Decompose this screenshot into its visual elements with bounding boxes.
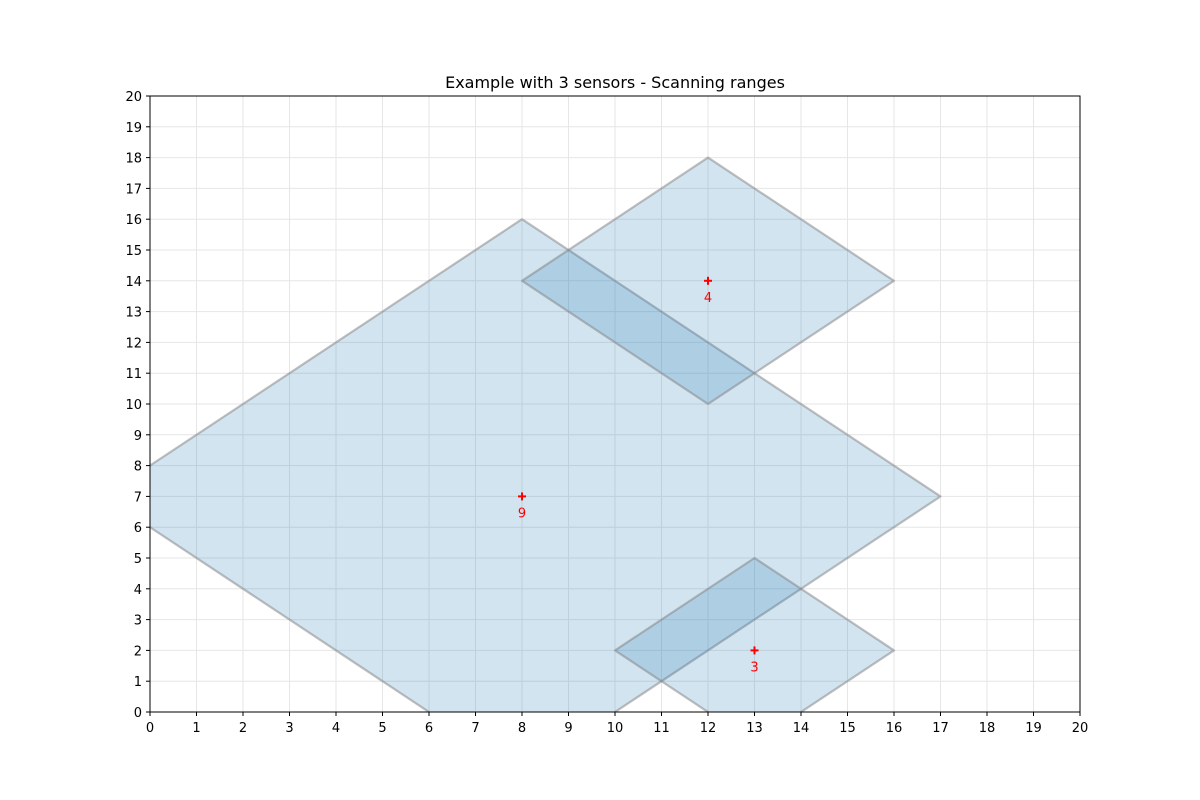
x-tick-label: 6 xyxy=(425,721,433,736)
x-tick-label: 5 xyxy=(378,721,386,736)
chart-title: Example with 3 sensors - Scanning ranges xyxy=(445,73,785,92)
x-tick-label: 15 xyxy=(839,721,856,736)
x-tick-label: 3 xyxy=(285,721,293,736)
y-tick-label: 2 xyxy=(134,644,142,659)
y-tick-label: 17 xyxy=(125,182,142,197)
x-tick-label: 9 xyxy=(564,721,572,736)
x-tick-label: 12 xyxy=(700,721,717,736)
y-tick-label: 16 xyxy=(125,213,142,228)
sensor-3: 3 xyxy=(750,646,759,675)
y-tick-label: 3 xyxy=(134,614,142,629)
y-tick-label: 11 xyxy=(125,367,142,382)
sensors: 9 4 3 xyxy=(518,276,759,675)
x-tick-label: 19 xyxy=(1025,721,1042,736)
sensor-label: 3 xyxy=(750,660,758,675)
y-tick-label: 4 xyxy=(134,583,142,598)
y-tick-label: 6 xyxy=(134,521,142,536)
x-tick-label: 2 xyxy=(239,721,247,736)
y-tick-label: 18 xyxy=(125,152,142,167)
x-tick-label: 1 xyxy=(192,721,200,736)
sensor-9: 9 xyxy=(518,492,526,521)
y-tick-label: 9 xyxy=(134,429,142,444)
sensor-label: 4 xyxy=(704,291,712,306)
x-tick-label: 20 xyxy=(1072,721,1089,736)
x-tick-label: 13 xyxy=(746,721,763,736)
range-areas xyxy=(150,156,942,712)
sensor-4: 4 xyxy=(704,276,712,306)
y-tick-label: 14 xyxy=(125,275,142,290)
x-tick-label: 11 xyxy=(653,721,670,736)
x-tick-label: 14 xyxy=(793,721,810,736)
sensor-label: 9 xyxy=(518,506,526,521)
x-tick-label: 4 xyxy=(332,721,340,736)
y-tick-label: 19 xyxy=(125,121,142,136)
x-tick-label: 18 xyxy=(979,721,996,736)
axis-ticks: 0 1 2 3 4 5 6 7 8 9 10 11 12 13 14 15 16 17 18 19 2001234567… xyxy=(125,90,1088,736)
y-tick-label: 7 xyxy=(134,490,142,505)
x-tick-label: 8 xyxy=(518,721,526,736)
y-tick-label: 12 xyxy=(125,336,142,351)
y-tick-label: 1 xyxy=(134,675,142,690)
y-tick-label: 10 xyxy=(125,398,142,413)
x-tick-label: 16 xyxy=(886,721,903,736)
y-tick-label: 20 xyxy=(125,90,142,105)
y-tick-label: 0 xyxy=(134,706,142,721)
y-tick-label: 8 xyxy=(134,460,142,475)
range-area-sensor-9 xyxy=(150,218,942,712)
y-tick-label: 13 xyxy=(125,306,142,321)
x-tick-label: 0 xyxy=(146,721,154,736)
range-area-sensor-3 xyxy=(613,556,896,712)
x-tick-label: 7 xyxy=(471,721,479,736)
x-tick-label: 10 xyxy=(607,721,624,736)
x-tick-label: 17 xyxy=(932,721,949,736)
y-tick-label: 15 xyxy=(125,244,142,259)
y-tick-label: 5 xyxy=(134,552,142,567)
